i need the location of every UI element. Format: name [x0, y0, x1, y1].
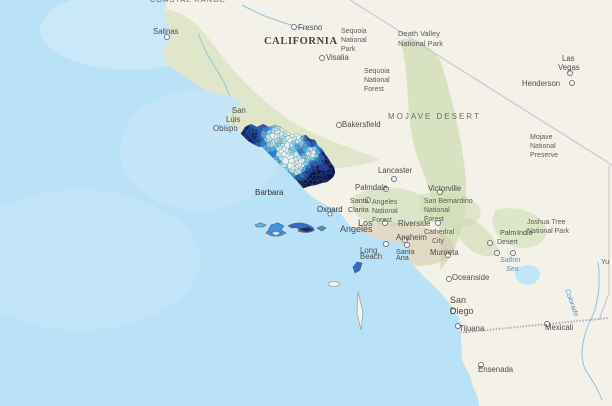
svg-text:Salinas: Salinas	[153, 27, 179, 36]
svg-text:COASTAL RANGE: COASTAL RANGE	[150, 0, 226, 4]
svg-text:City: City	[432, 238, 445, 245]
svg-text:Murrieta: Murrieta	[430, 248, 459, 257]
svg-text:Death Valley: Death Valley	[398, 29, 440, 38]
svg-text:Diego: Diego	[450, 306, 474, 316]
svg-text:San Bernardino: San Bernardino	[424, 198, 473, 205]
svg-text:Tijuana: Tijuana	[459, 324, 485, 333]
svg-text:Vegas: Vegas	[558, 63, 580, 72]
svg-text:Lancaster: Lancaster	[378, 166, 413, 175]
svg-text:Sequoia: Sequoia	[341, 28, 367, 35]
svg-text:Luis: Luis	[226, 115, 240, 124]
svg-text:Preserve: Preserve	[530, 152, 558, 159]
svg-text:Henderson: Henderson	[522, 79, 560, 88]
svg-text:Angeles: Angeles	[340, 224, 373, 234]
svg-text:National: National	[364, 77, 390, 84]
svg-text:Mojave: Mojave	[530, 134, 553, 141]
svg-text:Oxnard: Oxnard	[317, 205, 343, 214]
svg-text:Victorville: Victorville	[428, 184, 461, 193]
svg-text:Visalia: Visalia	[326, 53, 349, 62]
svg-text:Palmdale: Palmdale	[355, 183, 388, 192]
svg-text:Beach: Beach	[360, 252, 382, 261]
svg-text:National: National	[372, 208, 398, 215]
svg-text:Forest: Forest	[372, 217, 392, 224]
svg-text:Park: Park	[341, 46, 356, 53]
svg-text:Barbara: Barbara	[255, 188, 284, 197]
svg-text:Desert: Desert	[497, 239, 518, 246]
svg-text:Salton: Salton	[500, 255, 520, 264]
svg-text:Anaheim: Anaheim	[396, 233, 427, 242]
svg-text:Oceanside: Oceanside	[452, 273, 489, 282]
svg-text:Angeles: Angeles	[372, 199, 398, 206]
svg-text:Bakersfield: Bakersfield	[342, 120, 381, 129]
svg-text:National Park: National Park	[398, 39, 443, 48]
svg-text:CALIFORNIA: CALIFORNIA	[264, 36, 338, 47]
svg-text:Joshua Tree: Joshua Tree	[527, 219, 566, 226]
svg-text:National: National	[424, 207, 450, 214]
svg-text:Riverside: Riverside	[398, 219, 431, 228]
svg-text:Palm: Palm	[500, 228, 516, 237]
svg-text:San: San	[450, 295, 466, 305]
svg-text:National: National	[341, 37, 367, 44]
svg-text:Sequoia: Sequoia	[364, 68, 390, 75]
svg-text:Clarita: Clarita	[348, 205, 369, 214]
svg-text:Mexicali: Mexicali	[545, 323, 573, 332]
svg-text:San: San	[232, 106, 246, 115]
svg-text:Yu: Yu	[601, 259, 609, 266]
svg-text:Santa: Santa	[350, 196, 369, 205]
svg-text:Ana: Ana	[396, 253, 409, 262]
svg-text:Forest: Forest	[364, 86, 384, 93]
svg-text:Cathedral: Cathedral	[424, 229, 455, 236]
svg-text:Sea: Sea	[506, 264, 519, 273]
svg-text:Las: Las	[562, 54, 575, 63]
svg-text:Ensenada: Ensenada	[478, 365, 514, 374]
svg-text:National Park: National Park	[527, 228, 570, 235]
svg-text:National: National	[530, 143, 556, 150]
svg-text:Fresno: Fresno	[298, 23, 323, 32]
svg-text:MOJAVE DESERT: MOJAVE DESERT	[388, 112, 481, 121]
svg-text:Obispo: Obispo	[213, 124, 238, 133]
